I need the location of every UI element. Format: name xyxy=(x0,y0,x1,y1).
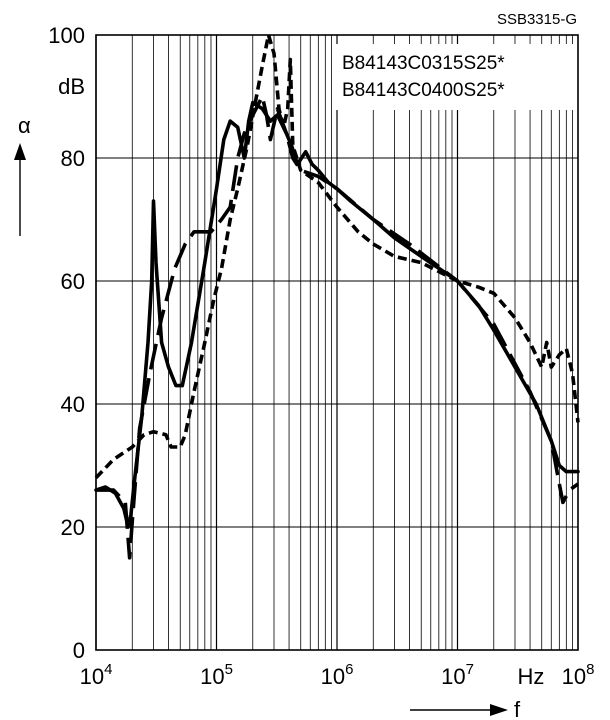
series-group xyxy=(94,33,580,560)
legend-entry: B84143C0400S25* xyxy=(342,80,505,101)
figure-id: SSB3315-G xyxy=(497,11,577,28)
x-tick-label: 106 xyxy=(321,661,354,689)
x-tick-label: 104 xyxy=(80,661,113,689)
legend-entry: B84143C0315S25* xyxy=(342,53,505,74)
plot-frame xyxy=(95,34,579,651)
y-unit-label: dB xyxy=(58,74,85,99)
x-tick-label: 107 xyxy=(441,661,474,689)
y-tick-label: 60 xyxy=(61,269,85,294)
y-tick-label: 40 xyxy=(61,392,85,417)
legend-box xyxy=(333,44,573,110)
x-axis-label: f xyxy=(514,697,521,720)
y-tick-label: 80 xyxy=(61,146,85,171)
legend: B84143C0315S25* B84143C0400S25* xyxy=(333,44,573,110)
x-axis-arrow-head xyxy=(490,704,508,716)
x-tick-label: 105 xyxy=(200,661,233,689)
series-short-dash-line xyxy=(94,33,580,480)
y-tick-label: 20 xyxy=(61,515,85,540)
y-tick-label: 0 xyxy=(73,638,85,663)
grid xyxy=(95,34,578,651)
y-tick-label: 100 xyxy=(48,23,85,48)
plot-border xyxy=(95,34,579,651)
x-unit-label: Hz xyxy=(518,664,545,689)
y-axis-arrow-head xyxy=(14,143,26,160)
axis-labels: SSB3315-G 0 20 40 60 80 100 dB α 104 105 106 107 108 H… xyxy=(14,11,594,720)
series-long-dash-line xyxy=(96,94,580,560)
y-axis-label: α xyxy=(18,113,31,138)
x-tick-label: 108 xyxy=(562,661,595,689)
